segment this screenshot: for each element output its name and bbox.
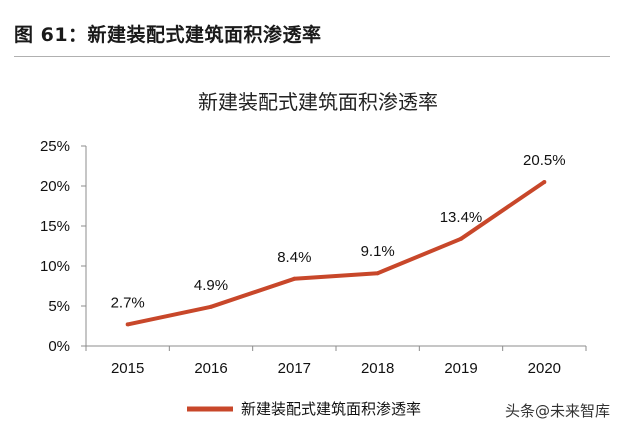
legend-label: 新建装配式建筑面积渗透率 [241, 400, 421, 418]
y-tick-label: 5% [48, 298, 70, 315]
data-point [209, 304, 213, 309]
x-tick-label: 2018 [361, 360, 394, 377]
data-point [375, 271, 380, 276]
figure-title: 图 61：新建装配式建筑面积渗透率 [14, 24, 322, 46]
data-label: 2.7% [111, 294, 145, 311]
series-line [127, 180, 546, 327]
y-tick-label: 10% [40, 258, 70, 275]
chart-marks: 2.7% 4.9% 8.4% 9.1% 13.4% 20.5% [111, 152, 566, 327]
chart-title: 新建装配式建筑面积渗透率 [198, 90, 438, 114]
chart-axes: 0% 5% 10% 15% 20% 25% 2015 2016 2017 2018 2019 2020 [40, 138, 587, 377]
line-chart: 新建装配式建筑面积渗透率 0% 5% 10% 15% 20% 25% 2015 2016 201… [40, 90, 587, 418]
data-point [459, 236, 463, 241]
data-point [292, 276, 297, 281]
data-label: 20.5% [523, 152, 566, 169]
header-divider [14, 56, 610, 57]
x-tick-label: 2017 [278, 360, 311, 377]
data-label: 8.4% [277, 249, 311, 266]
y-tick-label: 15% [40, 218, 70, 235]
x-tick-label: 2019 [444, 360, 477, 377]
watermark-text: 头条@未来智库 [505, 402, 611, 420]
x-tick-label: 2016 [194, 360, 227, 377]
y-tick-label: 0% [48, 338, 70, 355]
data-point [542, 180, 547, 184]
figure-header: 图 61：新建装配式建筑面积渗透率 [0, 0, 640, 58]
x-tick-label: 2020 [528, 360, 561, 377]
y-tick-label: 25% [40, 138, 70, 155]
y-tick-label: 20% [40, 178, 70, 195]
data-point [125, 322, 130, 327]
chart-legend: 新建装配式建筑面积渗透率 [187, 400, 421, 418]
data-label: 9.1% [361, 243, 395, 260]
x-tick-label: 2015 [111, 360, 144, 377]
data-label: 4.9% [194, 277, 228, 294]
data-label: 13.4% [440, 209, 483, 226]
